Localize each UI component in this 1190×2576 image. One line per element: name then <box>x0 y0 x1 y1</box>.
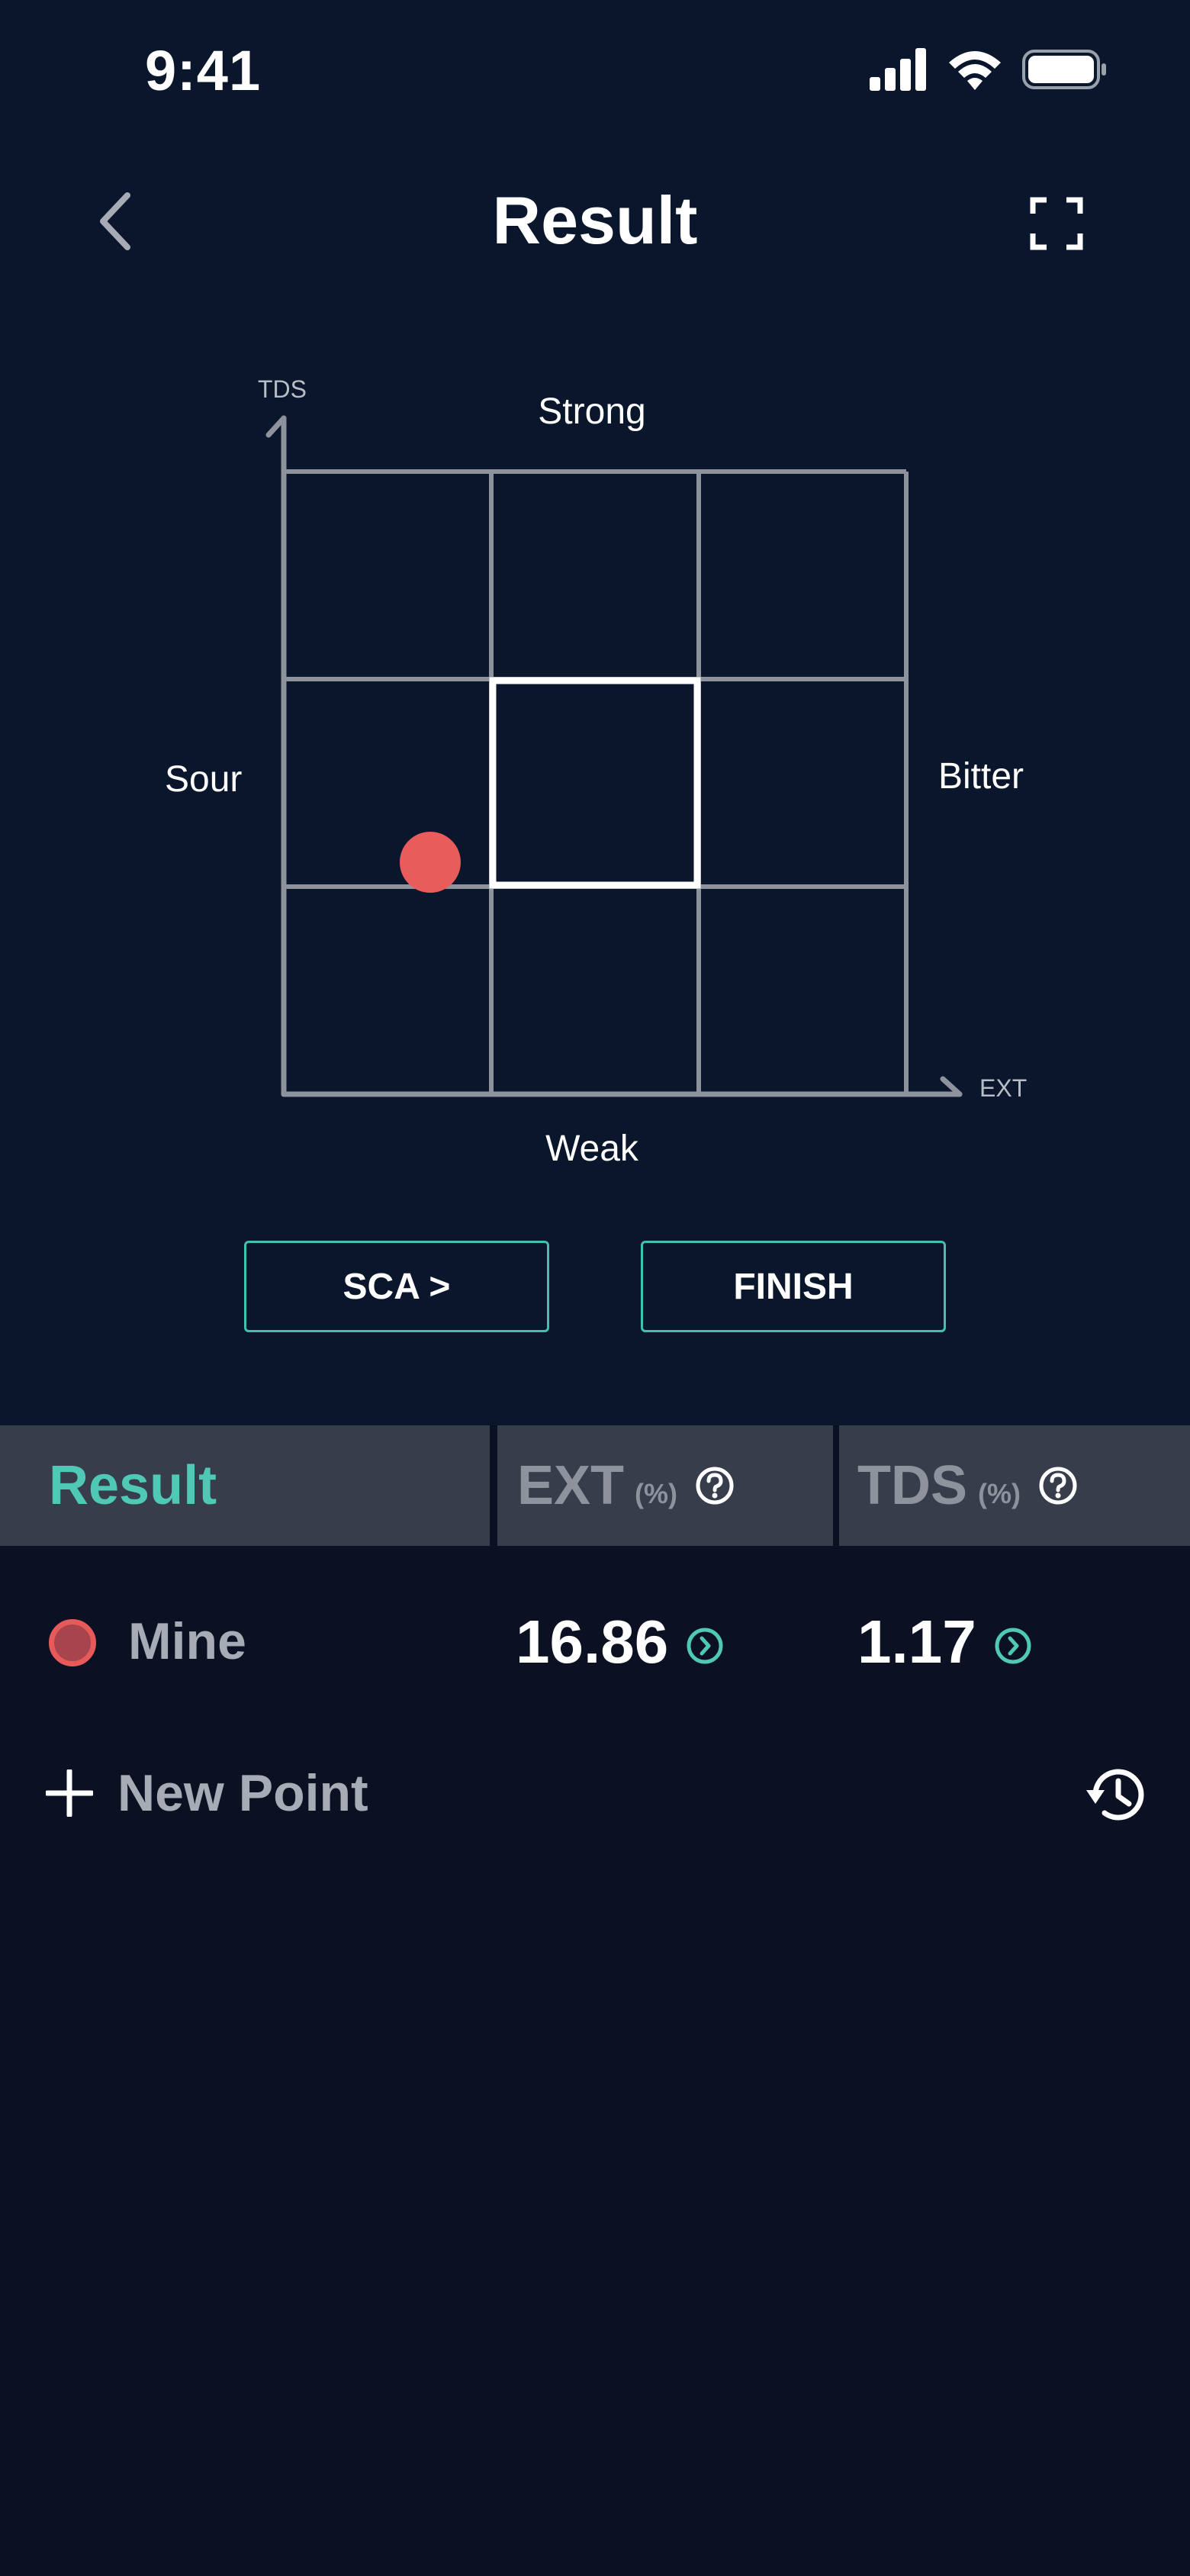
history-icon <box>1086 1769 1144 1821</box>
new-point-button[interactable]: New Point <box>46 1755 368 1831</box>
sour-label: Sour <box>165 759 243 800</box>
chart-axes <box>265 415 963 1097</box>
status-icons <box>870 43 1108 96</box>
plus-icon <box>46 1769 93 1817</box>
help-icon[interactable] <box>1037 1465 1079 1506</box>
back-button[interactable] <box>84 183 145 259</box>
battery-icon <box>1022 50 1106 89</box>
ext-column-header: EXT (%) <box>497 1425 833 1546</box>
row-label: Mine <box>128 1612 246 1670</box>
tds-header-label: TDS <box>857 1455 967 1516</box>
x-axis-label: EXT <box>979 1074 1028 1102</box>
result-header-label: Result <box>49 1455 217 1516</box>
ext-value[interactable]: 16.86 <box>516 1607 725 1677</box>
ext-value-text: 16.86 <box>516 1608 669 1676</box>
mine-point <box>400 832 461 893</box>
strong-label: Strong <box>538 391 646 432</box>
mine-color-dot <box>49 1619 96 1666</box>
tds-value[interactable]: 1.17 <box>857 1607 1033 1677</box>
fullscreen-button[interactable] <box>1030 197 1083 250</box>
ext-unit-label: (%) <box>635 1478 678 1509</box>
brew-chart <box>265 415 963 1097</box>
finish-button[interactable]: FINISH <box>641 1241 946 1332</box>
cellular-signal-icon <box>870 48 926 91</box>
tab-result[interactable]: Result <box>0 1425 490 1546</box>
status-time: 9:41 <box>145 39 262 102</box>
tds-value-text: 1.17 <box>857 1608 976 1676</box>
new-point-label: New Point <box>117 1764 368 1822</box>
tds-column-header: TDS (%) <box>839 1425 1190 1546</box>
x-axis-arrow <box>940 1076 963 1097</box>
weak-label: Weak <box>545 1129 638 1169</box>
table-row[interactable]: Mine 16.86 1.17 <box>0 1572 1190 1709</box>
sca-button[interactable]: SCA > <box>244 1241 549 1332</box>
ideal-zone <box>489 677 701 889</box>
wifi-icon <box>949 51 1001 90</box>
fullscreen-icon <box>1030 197 1083 250</box>
help-icon[interactable] <box>694 1465 735 1506</box>
chart-panel <box>0 0 1190 1425</box>
chevron-right-circle-icon <box>687 1628 723 1664</box>
y-axis-arrow <box>265 415 287 438</box>
chart-grid <box>284 469 909 1094</box>
chevron-right-circle-icon <box>995 1628 1031 1664</box>
page-title: Result <box>492 182 698 258</box>
y-axis-label: TDS <box>258 375 307 403</box>
chevron-left-icon <box>100 192 130 250</box>
history-button[interactable] <box>1082 1760 1152 1830</box>
bitter-label: Bitter <box>938 756 1024 797</box>
tds-unit-label: (%) <box>978 1478 1021 1509</box>
ext-header-label: EXT <box>517 1455 625 1516</box>
